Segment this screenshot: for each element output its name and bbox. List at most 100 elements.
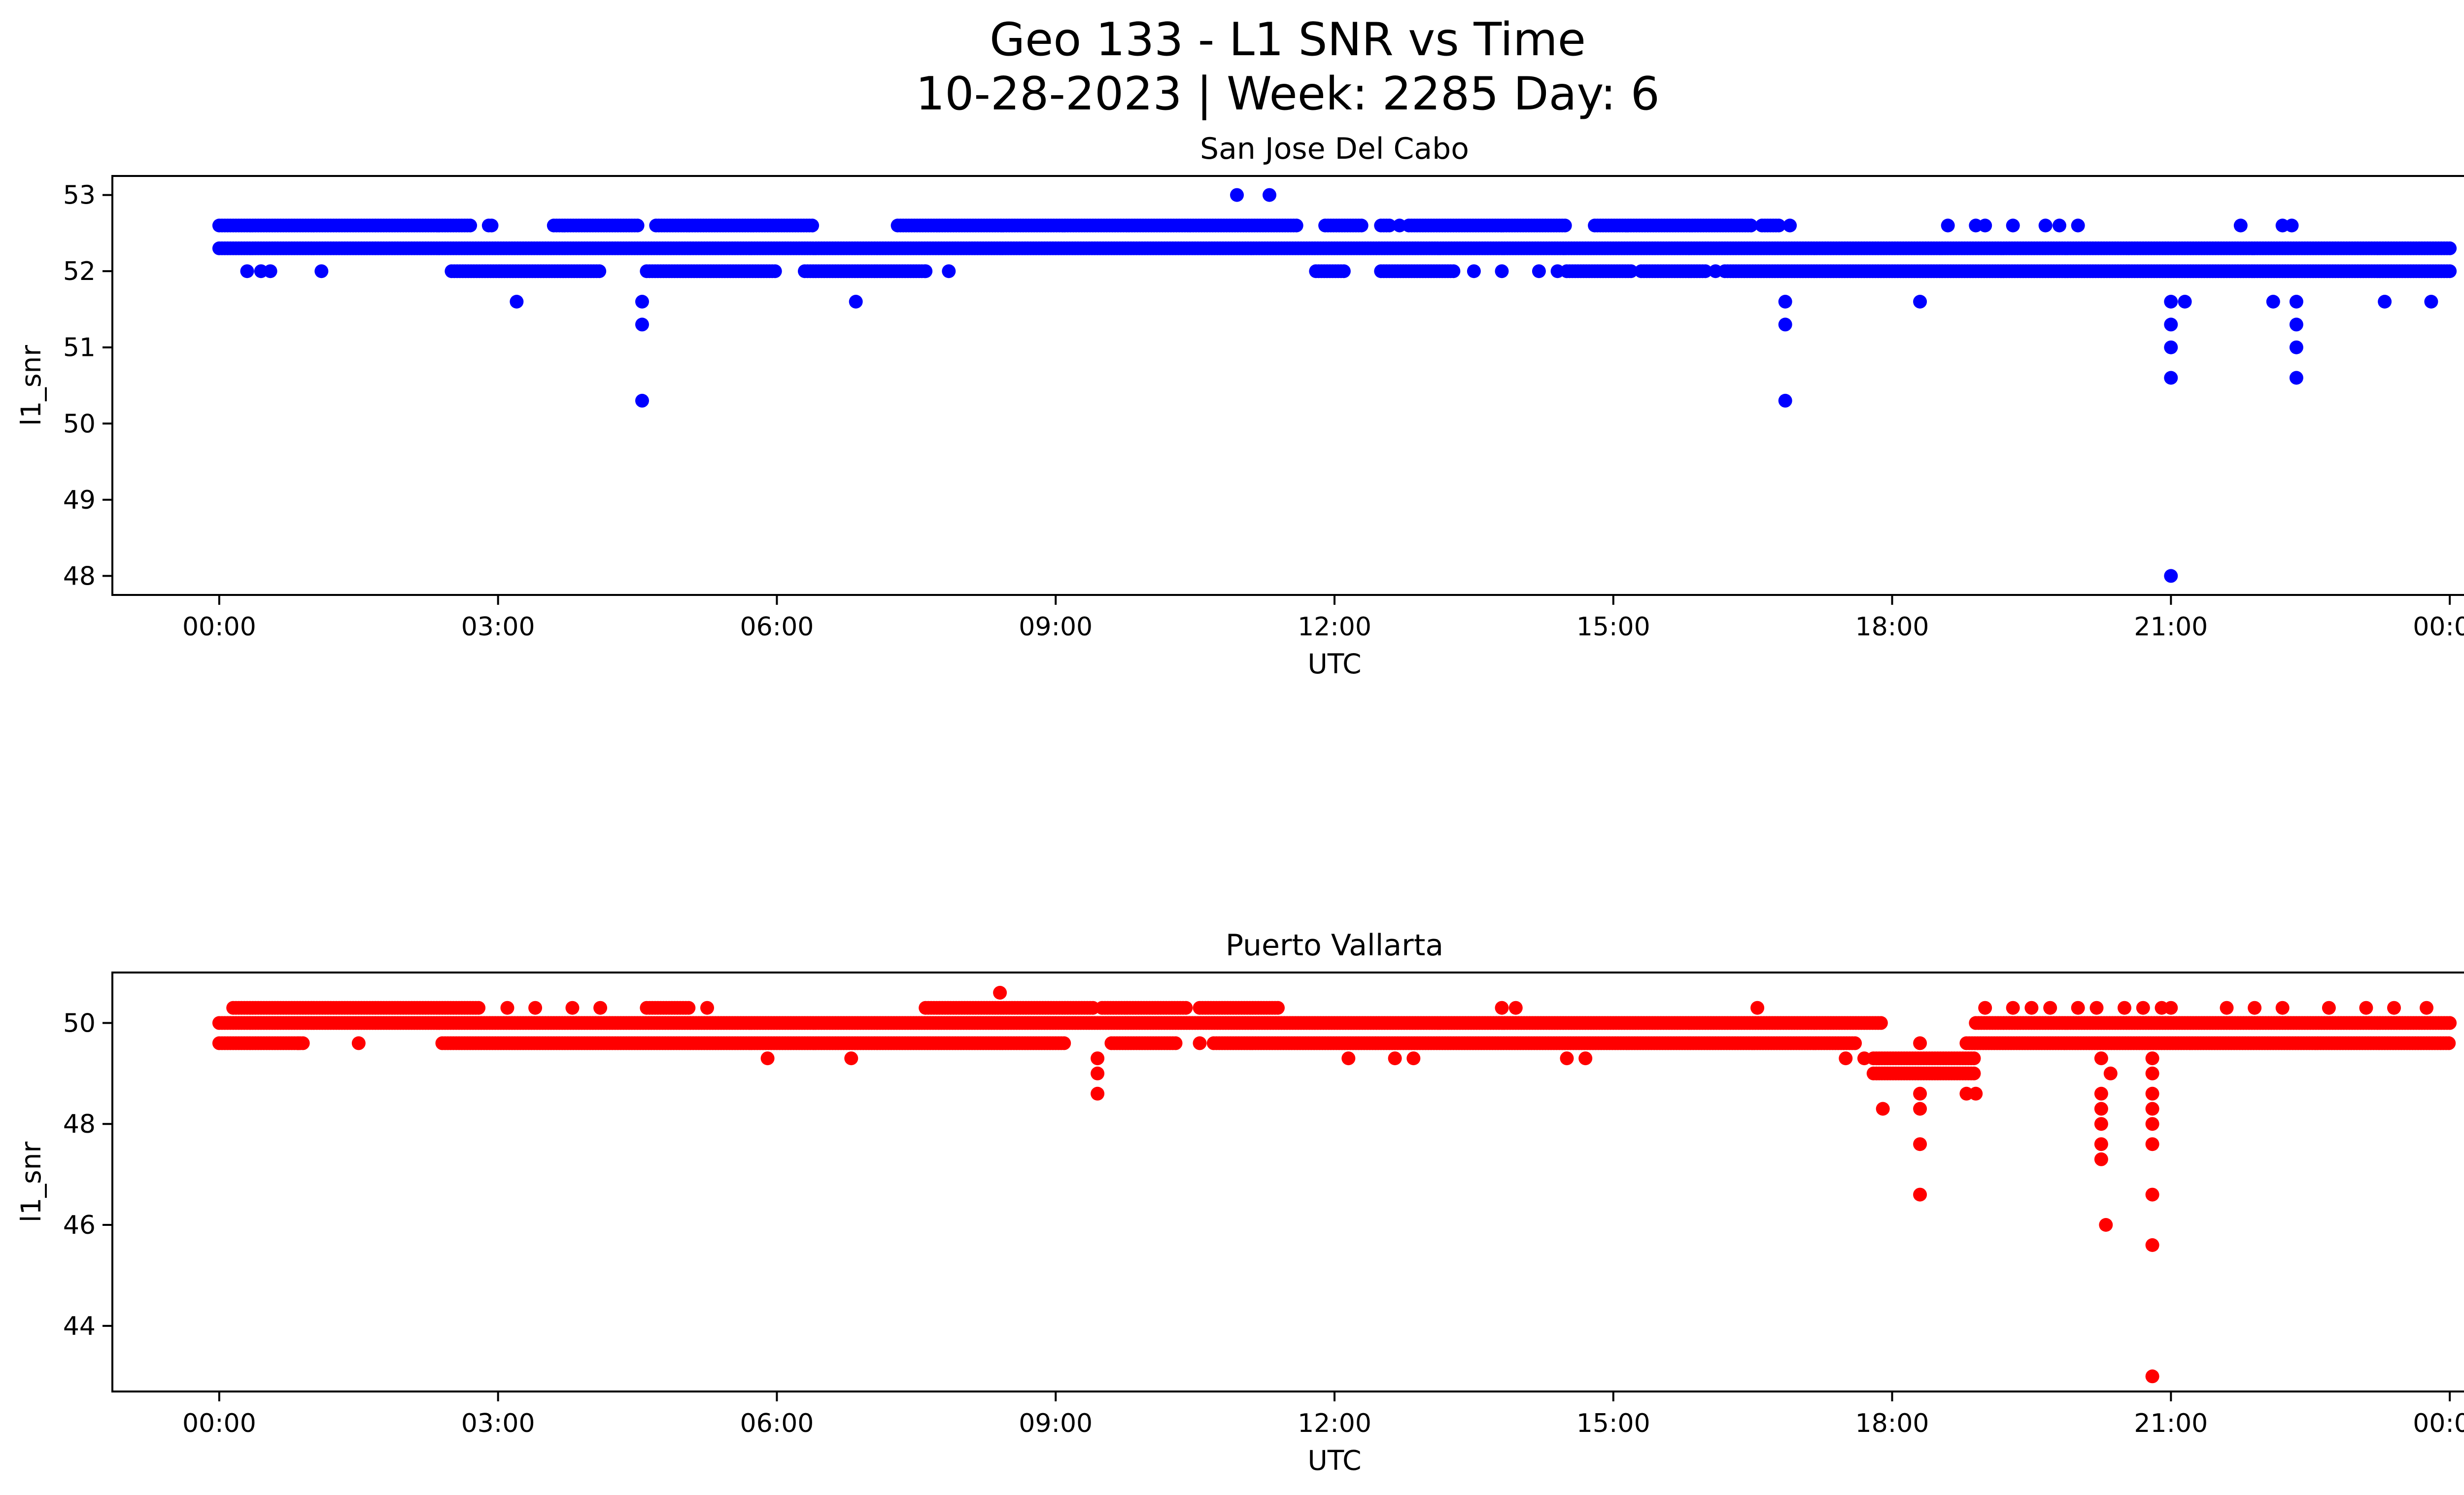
scatter-point xyxy=(565,1001,580,1015)
figure-title-line1: Geo 133 - L1 SNR vs Time xyxy=(990,13,1586,66)
y-axis-ticks: 44 46 48 50 xyxy=(63,1008,112,1341)
scatter-point xyxy=(1778,393,1792,408)
scatter-point xyxy=(2145,1137,2159,1151)
scatter-point xyxy=(1913,1137,1927,1151)
scatter-point xyxy=(1193,1036,1207,1050)
scatter-point xyxy=(1857,1051,1871,1066)
scatter-point xyxy=(2094,1117,2108,1131)
scatter-point xyxy=(942,264,956,278)
scatter-point xyxy=(1532,264,1546,278)
scatter-point xyxy=(2145,1369,2159,1384)
y-tick-label: 48 xyxy=(63,561,96,591)
scatter-point xyxy=(1744,218,1758,233)
subplot-puerto-vallarta: Puerto Vallarta 00:00 03:00 06:00 09:00 12:0… xyxy=(15,928,2464,1476)
scatter-point xyxy=(1382,218,1397,233)
scatter-point xyxy=(314,264,329,278)
x-tick-label: 09:00 xyxy=(1019,1409,1093,1438)
x-tick-label: 06:00 xyxy=(740,1409,814,1438)
scatter-point xyxy=(2387,1001,2401,1015)
scatter-point xyxy=(2094,1152,2108,1166)
scatter-point xyxy=(592,264,607,278)
y-tick-label: 50 xyxy=(63,409,96,439)
scatter-point xyxy=(635,295,649,309)
scatter-point xyxy=(2289,371,2303,385)
y-tick-label: 49 xyxy=(63,486,96,515)
scatter-point xyxy=(1913,1187,1927,1202)
scatter-point xyxy=(1495,264,1509,278)
scatter-point xyxy=(2043,1001,2057,1015)
scatter-point xyxy=(844,1051,858,1066)
scatter-point xyxy=(2006,218,2020,233)
scatter-point xyxy=(1750,1001,1765,1015)
scatter-point xyxy=(1969,1086,1983,1101)
scatter-point xyxy=(2266,295,2280,309)
scatter-point xyxy=(2006,1001,2020,1015)
scatter-point xyxy=(1289,218,1303,233)
scatter-point xyxy=(2443,1016,2457,1030)
plot-frame xyxy=(111,972,2464,1392)
scatter-point xyxy=(2099,1218,2113,1232)
x-tick-label: 18:00 xyxy=(1855,612,1929,642)
scatter-point xyxy=(805,218,820,233)
plot-frame xyxy=(111,175,2464,596)
scatter-point xyxy=(2145,1066,2159,1080)
scatter-point xyxy=(1091,1066,1105,1080)
scatter-point xyxy=(1550,264,1565,278)
y-tick-label: 53 xyxy=(63,181,96,210)
scatter-point xyxy=(1354,218,1369,233)
scatter-point xyxy=(351,1036,366,1050)
scatter-point xyxy=(2443,264,2457,278)
scatter-point xyxy=(760,1051,775,1066)
x-tick-label: 21:00 xyxy=(2134,1409,2208,1438)
scatter-point xyxy=(2145,1102,2159,1116)
scatter-point xyxy=(993,986,1007,1000)
scatter-point xyxy=(1772,218,1786,233)
scatter-point xyxy=(1560,1051,1574,1066)
scatter-point xyxy=(2164,295,2178,309)
scatter-point xyxy=(1578,1051,1593,1066)
scatter-point xyxy=(2164,317,2178,332)
y-tick-label: 52 xyxy=(63,257,96,286)
scatter-point xyxy=(2038,218,2053,233)
scatter-point xyxy=(2164,569,2178,583)
scatter-point xyxy=(1168,1036,1183,1050)
scatter-point xyxy=(2164,371,2178,385)
scatter-point xyxy=(2094,1086,2108,1101)
scatter-point xyxy=(1913,1086,1927,1101)
scatter-point xyxy=(2378,295,2392,309)
y-axis-label: l1_snr xyxy=(15,345,47,426)
scatter-point xyxy=(849,295,863,309)
scatter-point xyxy=(593,1001,608,1015)
x-tick-label: 06:00 xyxy=(740,612,814,642)
scatter-point xyxy=(1558,218,1572,233)
scatter-point xyxy=(1406,1051,1421,1066)
scatter-point xyxy=(1393,218,1406,233)
scatter-point xyxy=(2071,1001,2085,1015)
scatter-point xyxy=(1876,1102,1890,1116)
scatter-point xyxy=(1698,264,1712,278)
scatter-points xyxy=(212,986,2457,1384)
scatter-point xyxy=(500,1001,514,1015)
scatter-points xyxy=(212,188,2457,583)
scatter-point xyxy=(1467,264,1481,278)
scatter-point xyxy=(2118,1001,2131,1015)
scatter-point xyxy=(2420,1001,2433,1015)
scatter-point xyxy=(1978,218,1992,233)
y-axis-label: l1_snr xyxy=(15,1142,47,1222)
y-axis-ticks: 48 49 50 51 52 53 xyxy=(63,181,112,591)
scatter-point xyxy=(1341,1051,1356,1066)
x-axis-label: UTC xyxy=(1307,1445,1361,1476)
scatter-point xyxy=(2136,1001,2150,1015)
scatter-point xyxy=(472,1001,486,1015)
scatter-point xyxy=(2089,1001,2104,1015)
scatter-point xyxy=(2145,1086,2159,1101)
scatter-point xyxy=(240,264,254,278)
y-tick-label: 48 xyxy=(63,1110,96,1139)
scatter-point xyxy=(1091,1051,1105,1066)
scatter-point xyxy=(1778,295,1792,309)
x-tick-label: 18:00 xyxy=(1855,1409,1929,1438)
scatter-point xyxy=(2443,241,2457,255)
x-tick-label: 21:00 xyxy=(2134,612,2208,642)
x-tick-label: 00:00 xyxy=(182,612,256,642)
